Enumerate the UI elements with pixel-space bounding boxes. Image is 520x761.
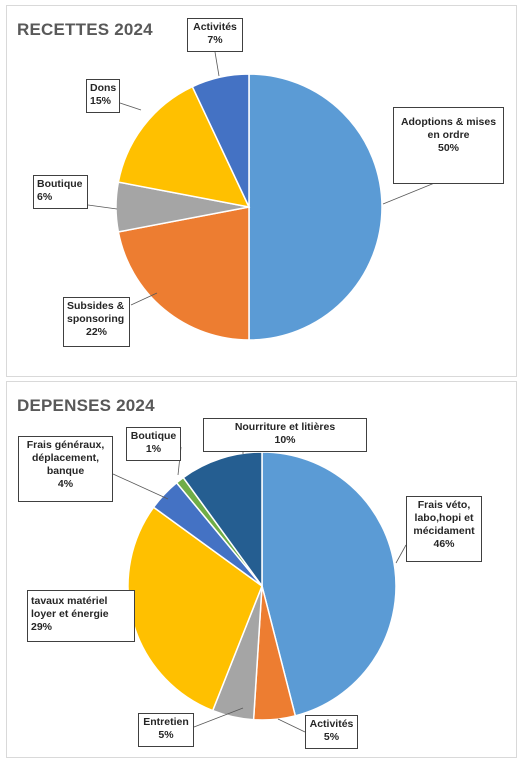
recettes-label-dons-text: Dons bbox=[90, 82, 117, 94]
recettes-leader-line-1 bbox=[130, 292, 158, 306]
depenses-label-entretien-text: Entretien bbox=[143, 716, 189, 728]
depenses-label-travaux: tavaux matériel loyer et énergie 29% bbox=[27, 590, 135, 642]
depenses-label-frais-generaux-text: Frais généraux, déplacement, banque bbox=[26, 439, 105, 477]
depenses-label-activites-text: Activités bbox=[309, 718, 354, 730]
depenses-pie-chart bbox=[112, 446, 407, 733]
depenses-label-boutique: Boutique 1% bbox=[126, 427, 181, 461]
depenses-label-entretien-value: 5% bbox=[158, 729, 174, 741]
depenses-slice-0 bbox=[261, 451, 397, 717]
recettes-label-boutique-text: Boutique bbox=[37, 178, 83, 190]
recettes-leader-line-0 bbox=[382, 181, 438, 205]
recettes-label-activites: Activités 7% bbox=[187, 18, 243, 52]
recettes-slice-3 bbox=[117, 85, 251, 209]
depenses-label-frais-veto-text: Frais véto, labo,hopi et mécidament bbox=[413, 499, 475, 537]
depenses-leader-line-4 bbox=[112, 473, 169, 500]
depenses-label-frais-generaux-value: 4% bbox=[57, 478, 74, 490]
depenses-label-nourriture: Nourriture et litières 10% bbox=[203, 418, 367, 452]
recettes-slice-4 bbox=[191, 73, 250, 208]
depenses-label-entretien: Entretien 5% bbox=[138, 713, 194, 747]
depenses-label-travaux-value: 29% bbox=[31, 621, 53, 633]
depenses-label-travaux-text: tavaux matériel loyer et énergie bbox=[31, 595, 109, 620]
recettes-label-adoptions: Adoptions & mises en ordre 50% bbox=[393, 107, 504, 184]
recettes-label-subsides-text: Subsides & sponsoring bbox=[67, 300, 125, 325]
depenses-label-boutique-text: Boutique bbox=[130, 430, 177, 442]
recettes-label-activites-text: Activités bbox=[193, 21, 237, 33]
recettes-slice-0 bbox=[248, 73, 383, 341]
recettes-slice-1 bbox=[117, 206, 250, 341]
recettes-chart-panel: RECETTES 2024 Adoptions & mises en ordre… bbox=[6, 5, 517, 377]
recettes-leader-line-2 bbox=[87, 204, 118, 210]
recettes-label-activites-value: 7% bbox=[207, 34, 223, 46]
recettes-pie-chart bbox=[87, 51, 438, 341]
recettes-label-dons: Dons 15% bbox=[86, 79, 120, 113]
recettes-label-adoptions-value: 50% bbox=[437, 142, 459, 154]
depenses-leader-line-0 bbox=[395, 544, 407, 564]
recettes-leader-line-3 bbox=[119, 102, 142, 111]
depenses-label-frais-generaux: Frais généraux, déplacement, banque 4% bbox=[18, 436, 113, 502]
depenses-leader-line-2 bbox=[193, 707, 244, 728]
recettes-label-boutique-value: 6% bbox=[37, 191, 53, 203]
depenses-chart-title: DEPENSES 2024 bbox=[17, 396, 155, 415]
depenses-label-activites: Activités 5% bbox=[305, 715, 358, 749]
recettes-label-subsides: Subsides & sponsoring 22% bbox=[63, 297, 130, 347]
recettes-chart-title: RECETTES 2024 bbox=[17, 20, 153, 39]
recettes-label-boutique: Boutique 6% bbox=[33, 175, 88, 209]
depenses-label-nourriture-value: 10% bbox=[274, 434, 296, 446]
depenses-label-nourriture-text: Nourriture et litières bbox=[234, 421, 336, 433]
recettes-label-dons-value: 15% bbox=[90, 95, 112, 107]
depenses-leader-line-1 bbox=[277, 718, 306, 733]
recettes-leader-line-4 bbox=[214, 51, 220, 77]
depenses-label-frais-veto-value: 46% bbox=[433, 538, 455, 550]
depenses-chart-panel: DEPENSES 2024 Frais véto, labo,hopi et m… bbox=[6, 381, 517, 758]
depenses-slice-6 bbox=[182, 451, 263, 589]
depenses-label-frais-veto: Frais véto, labo,hopi et mécidament 46% bbox=[406, 496, 482, 562]
recettes-label-adoptions-text: Adoptions & mises en ordre bbox=[400, 116, 497, 141]
depenses-label-boutique-value: 1% bbox=[145, 443, 162, 455]
depenses-label-activites-value: 5% bbox=[323, 731, 340, 743]
recettes-label-subsides-value: 22% bbox=[85, 326, 107, 338]
